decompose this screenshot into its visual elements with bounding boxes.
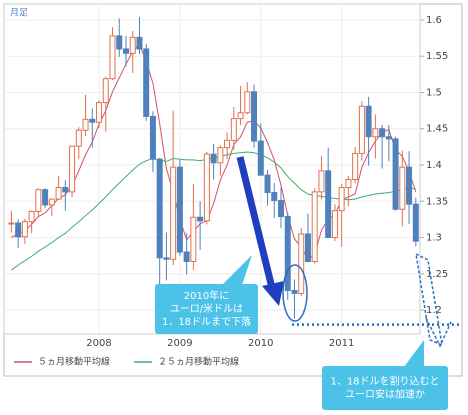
- candle-body: [271, 192, 278, 202]
- candle-body: [89, 118, 96, 123]
- candle-body: [55, 186, 62, 200]
- callout-text: 1．18ドルまで下落: [162, 316, 251, 328]
- callout-text: 2010年に: [184, 289, 229, 302]
- candle-body: [136, 36, 143, 50]
- y-tick-label: 1.35: [426, 196, 448, 207]
- candle-body: [183, 251, 190, 262]
- candle-body: [48, 198, 55, 206]
- candle-body: [143, 48, 150, 117]
- candle-body: [399, 166, 406, 210]
- callout-box: [155, 284, 258, 334]
- candle-body: [304, 233, 311, 262]
- candle-body: [170, 166, 177, 260]
- y-tick-label: 1.6: [426, 15, 442, 26]
- legend-label: ５ヵ月移動平均線: [38, 356, 110, 368]
- candle-body: [197, 216, 204, 222]
- candle-body: [291, 289, 298, 294]
- callout-text: ユーロ安は加速か: [345, 388, 425, 401]
- fall-arrow: [236, 156, 276, 289]
- candle-body: [102, 78, 109, 104]
- candle-body: [331, 210, 338, 239]
- callout-box: [322, 366, 448, 410]
- candle-body: [352, 152, 359, 181]
- candle-body: [8, 222, 15, 225]
- candle-body: [82, 118, 89, 131]
- candle-body: [176, 166, 183, 253]
- candle-body: [338, 186, 345, 212]
- callout-text: 1．18ドルを割り込むと: [330, 375, 439, 388]
- candle-body: [96, 102, 103, 123]
- y-tick-label: 1.25: [426, 269, 448, 280]
- candle-body: [190, 216, 197, 262]
- candle-body: [21, 221, 28, 238]
- candle-body: [365, 105, 372, 138]
- candle-body: [224, 139, 231, 149]
- callout-pointer: [222, 255, 252, 285]
- candle-body: [203, 153, 210, 222]
- candle-body: [62, 186, 69, 193]
- y-tick-label: 1.45: [426, 124, 448, 135]
- candle-body: [244, 91, 251, 114]
- candle-body: [109, 35, 116, 80]
- candle-body: [230, 118, 237, 141]
- candle-body: [15, 222, 22, 238]
- callout-text: ユーロ/米ドルは: [170, 302, 243, 315]
- candle-body: [210, 153, 217, 164]
- candle-body: [379, 128, 386, 138]
- candle-body: [298, 233, 305, 294]
- candle-body: [129, 36, 136, 54]
- candle-body: [318, 170, 325, 193]
- x-tick-label: 2009: [167, 338, 192, 349]
- candle-body: [358, 105, 365, 154]
- candle-body: [325, 170, 332, 239]
- candle-body: [406, 166, 413, 205]
- candle-body: [257, 140, 264, 176]
- candle-body: [284, 216, 291, 291]
- candle-body: [69, 145, 76, 193]
- fall-arrow-head: [262, 281, 284, 306]
- projection-arrow: [415, 253, 443, 347]
- candle-body: [35, 189, 42, 212]
- candle-body: [385, 136, 392, 140]
- y-tick-label: 1.5: [426, 87, 442, 98]
- candle-body: [311, 191, 318, 262]
- projection-arrow-head: [425, 317, 453, 348]
- y-tick-label: 1.55: [426, 51, 448, 62]
- y-tick-label: 1.3: [426, 233, 442, 244]
- candle-body: [156, 158, 163, 259]
- x-tick-label: 2010: [248, 338, 273, 349]
- candle-body: [116, 35, 123, 50]
- candle-body: [42, 189, 49, 206]
- candle-body: [345, 179, 352, 188]
- x-tick-label: 2008: [86, 338, 111, 349]
- low-highlight: [282, 264, 308, 322]
- candle-body: [28, 210, 35, 223]
- candle-body: [278, 200, 284, 218]
- candle-body: [392, 138, 399, 210]
- callout-pointer: [404, 340, 424, 367]
- candle-body: [217, 147, 224, 164]
- candle-body: [412, 203, 419, 242]
- candle-body: [122, 48, 129, 54]
- y-tick-label: 1.2: [426, 305, 442, 316]
- legend-label: ２５ヵ月移動平均線: [158, 356, 239, 368]
- candle-body: [163, 257, 170, 260]
- candle-body: [372, 128, 379, 138]
- candle-body: [251, 91, 258, 142]
- candle-body: [75, 129, 82, 147]
- y-tick-label: 1.4: [426, 160, 442, 171]
- x-tick-label: 2011: [329, 338, 354, 349]
- candle-body: [149, 115, 156, 160]
- candle-body: [237, 112, 244, 120]
- candle-body: [264, 174, 271, 194]
- chart-title: 月足: [10, 8, 28, 19]
